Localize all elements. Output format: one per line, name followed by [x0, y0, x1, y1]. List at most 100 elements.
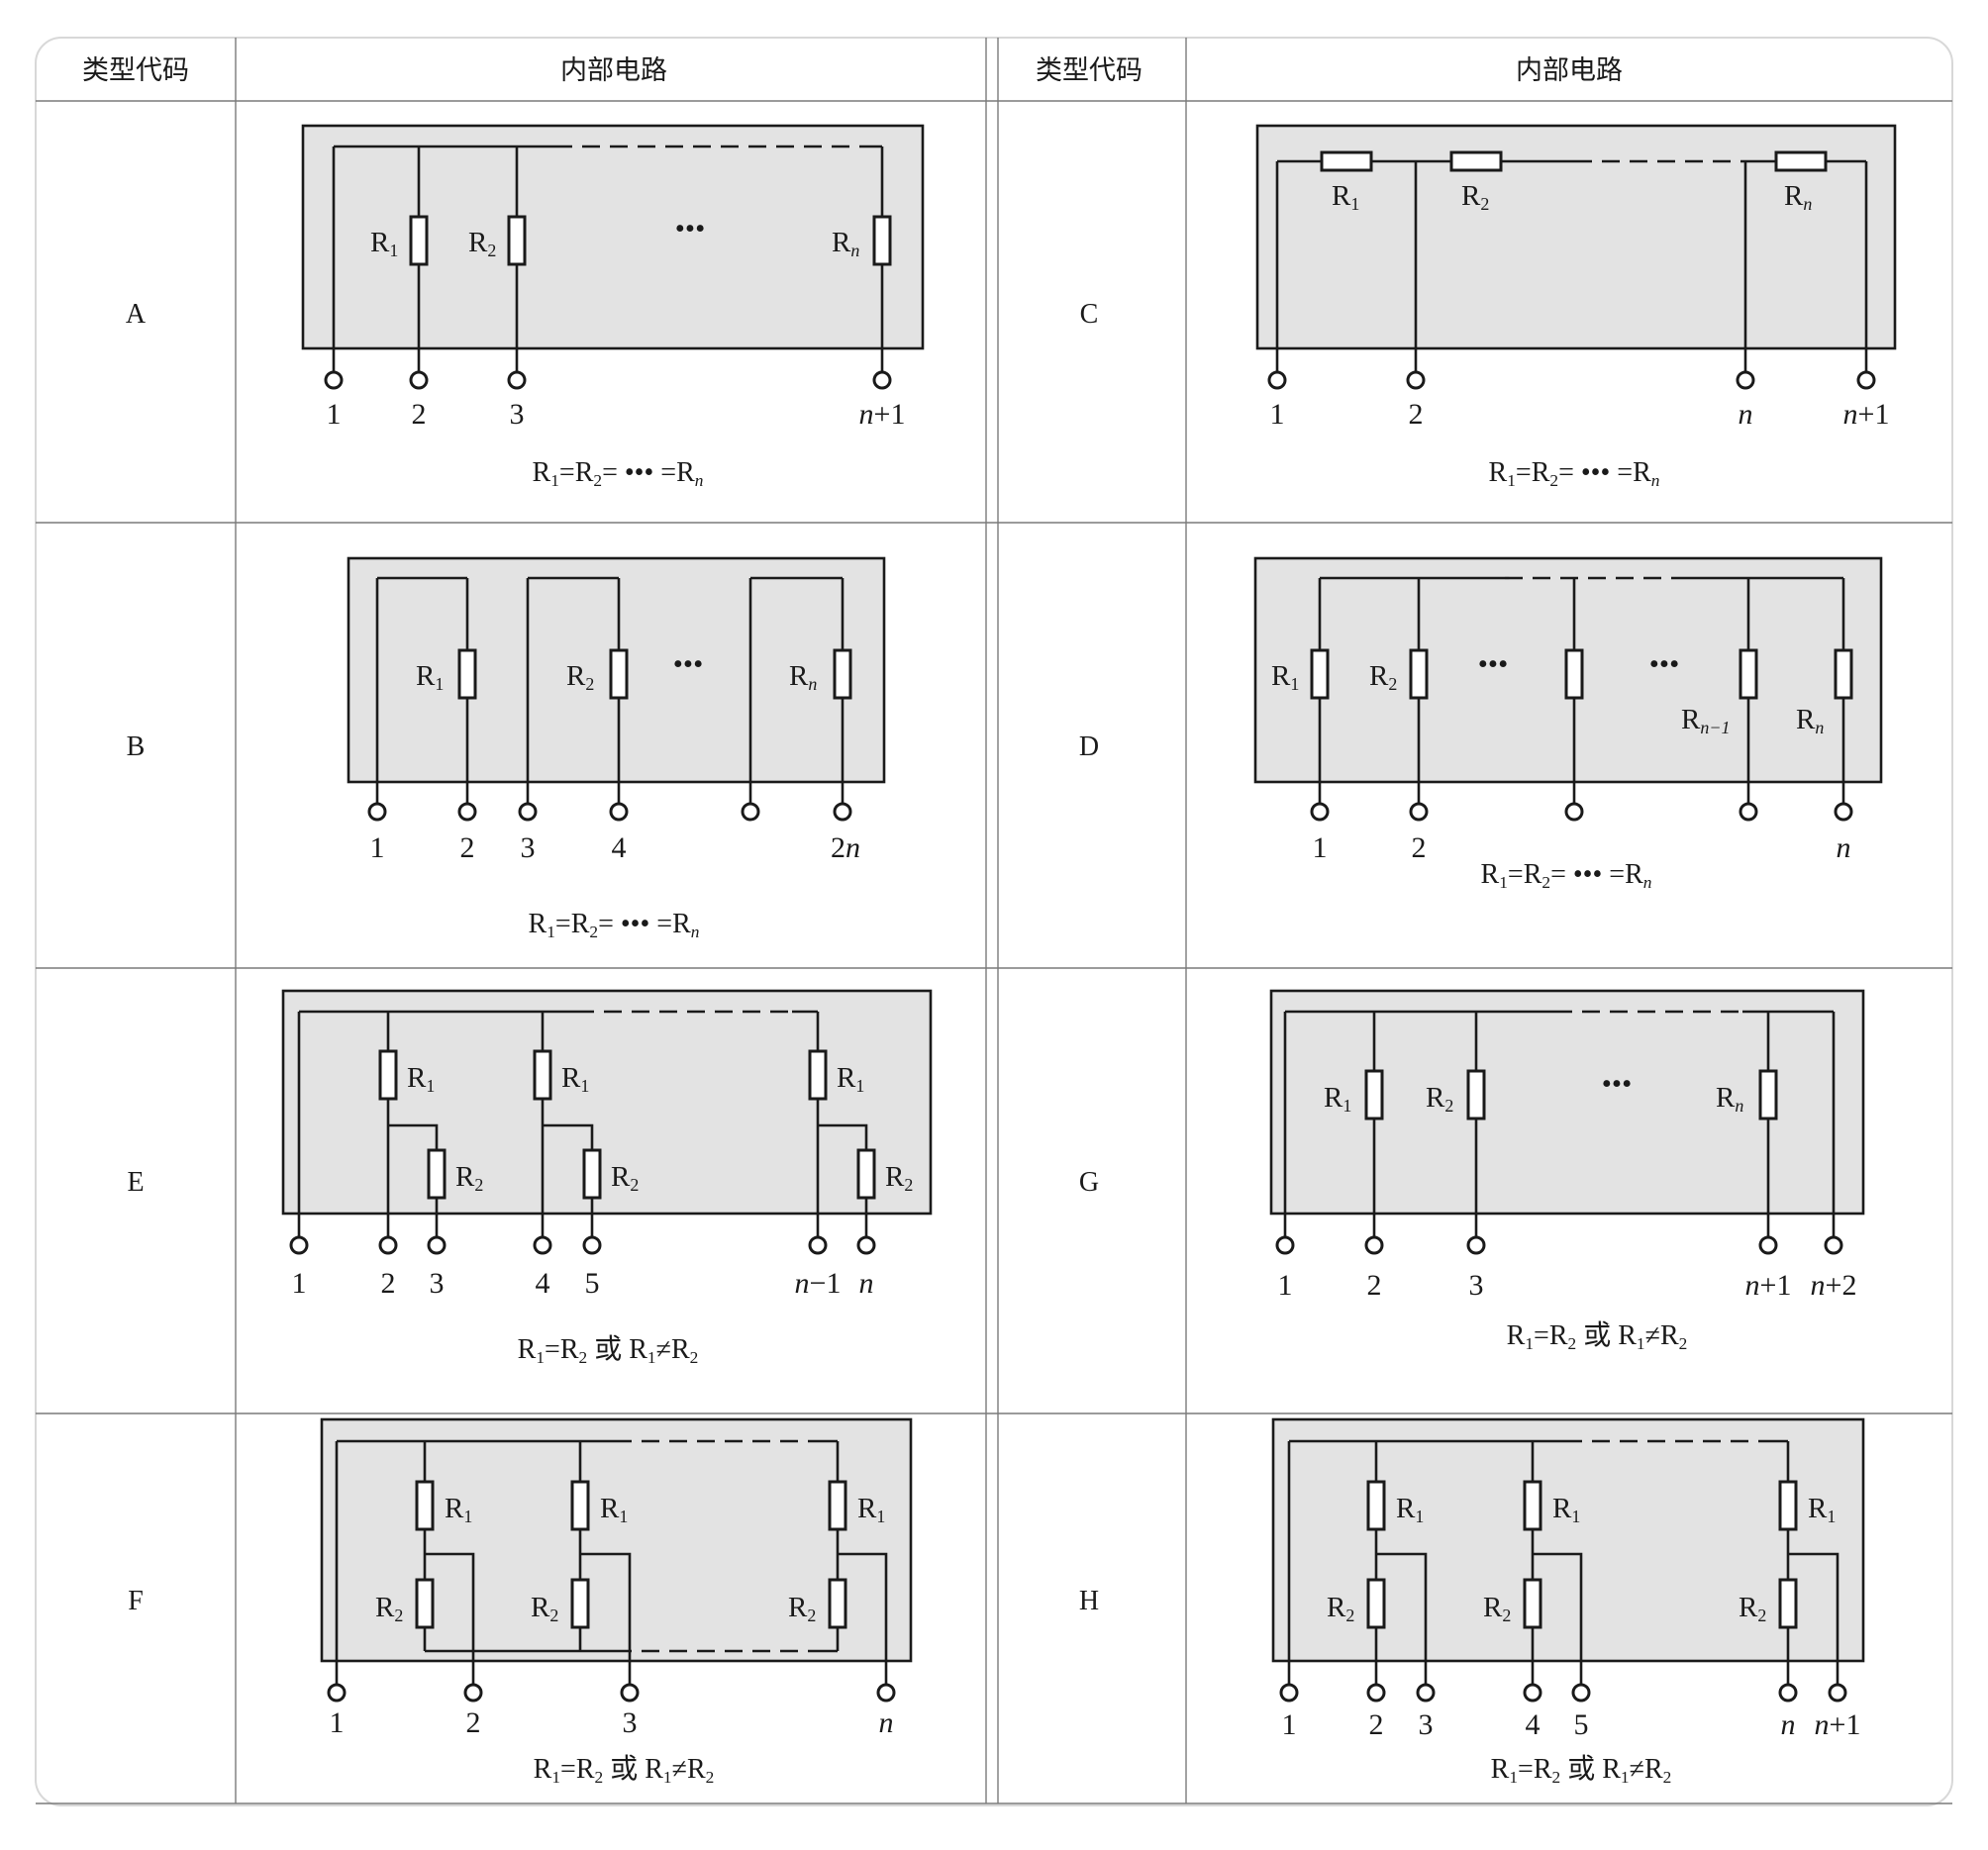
terminal-pin	[1267, 370, 1287, 390]
type-code-e: E	[127, 1167, 144, 1198]
package-box	[301, 124, 925, 350]
terminal-pin	[1824, 1235, 1843, 1255]
resistor-label: R1	[1324, 1082, 1351, 1116]
ellipsis: •••	[1649, 648, 1679, 680]
resistor-symbol	[1758, 1069, 1778, 1120]
equation-text: R1=R2 或 R1≠R2	[518, 1332, 699, 1367]
resistor-label: R2	[1327, 1592, 1354, 1625]
terminal-pin	[518, 802, 538, 822]
resistor-symbol	[1778, 1480, 1798, 1531]
terminal-number: 3	[430, 1267, 445, 1300]
wire	[580, 1552, 632, 1693]
resistor-symbol	[1739, 648, 1758, 700]
resistor-symbol	[828, 1578, 847, 1629]
terminal-number: 5	[585, 1267, 600, 1300]
terminal-number: 1	[330, 1706, 345, 1739]
resistor-label: R1	[445, 1493, 472, 1526]
resistor-symbol	[409, 215, 429, 266]
terminal-number: n	[1837, 831, 1851, 864]
resistor-symbol	[1774, 150, 1828, 172]
panel-a: R1 R2 Rn ••• 1 2 3 n+1 R1=R2= ••• =Rn	[301, 124, 925, 490]
resistor-label: R1	[370, 227, 398, 260]
wire	[818, 1123, 868, 1245]
equation-text: R1=R2= ••• =Rn	[1489, 457, 1660, 490]
type-code-f: F	[128, 1586, 144, 1616]
resistor-label: R2	[1369, 660, 1397, 694]
resistor-symbol	[1523, 1578, 1542, 1629]
resistor-symbol	[1466, 1069, 1486, 1120]
terminal-pin	[1364, 1235, 1384, 1255]
resistor-symbol	[1778, 1578, 1798, 1629]
terminal-number: 1	[1282, 1708, 1297, 1741]
terminal-pin	[289, 1235, 309, 1255]
table-header: 类型代码 内部电路 类型代码 内部电路	[82, 55, 1623, 86]
type-code-h: H	[1079, 1586, 1099, 1616]
panel-d: R1 R2••• •••Rn−1 Rn1 2 nR1=R2= ••• =Rn	[1253, 556, 1883, 892]
header-right-code: 类型代码	[1036, 55, 1143, 86]
package-box	[281, 989, 933, 1216]
terminal-pin	[1523, 1683, 1542, 1703]
resistor-label: R1	[1332, 180, 1359, 214]
terminal-number: 2	[381, 1267, 396, 1300]
resistor-symbol	[1364, 1069, 1384, 1120]
terminal-pin	[1828, 1683, 1847, 1703]
terminal-number: n	[859, 1267, 874, 1300]
ellipsis: •••	[675, 213, 705, 244]
table-grid	[36, 38, 1952, 1804]
ellipsis: •••	[1478, 648, 1508, 680]
resistor-label: R2	[885, 1161, 913, 1195]
ellipsis: •••	[673, 648, 703, 680]
terminal-number: n−1	[795, 1267, 842, 1300]
type-code-b: B	[127, 731, 146, 762]
resistor-symbol	[415, 1480, 435, 1531]
terminal-pin	[1366, 1683, 1386, 1703]
terminal-number: n+1	[1843, 398, 1890, 431]
wire	[838, 1552, 888, 1693]
terminal-number: 4	[1526, 1708, 1541, 1741]
terminal-number: 5	[1574, 1708, 1589, 1741]
resistor-symbol	[1366, 1480, 1386, 1531]
resistor-label: Rn	[832, 227, 859, 260]
terminal-pin	[876, 1683, 896, 1703]
package-box	[1271, 1417, 1865, 1663]
resistor-label: R1	[1552, 1493, 1580, 1526]
terminal-number: 1	[292, 1267, 307, 1300]
terminal-number: 2	[1367, 1269, 1382, 1302]
terminal-pin	[533, 1235, 552, 1255]
resistor-symbol	[1523, 1480, 1542, 1531]
resistor-symbol	[570, 1480, 590, 1531]
resistor-symbol	[1320, 150, 1373, 172]
resistor-label: Rn−1	[1681, 704, 1730, 737]
terminal-pin	[1834, 802, 1853, 822]
type-code-a: A	[126, 299, 147, 330]
terminal-pin	[1571, 1683, 1591, 1703]
terminal-pin	[327, 1683, 347, 1703]
resistor-label: Rn	[1796, 704, 1824, 737]
terminal-pin	[463, 1683, 483, 1703]
wire	[1533, 1552, 1583, 1693]
terminal-number: 1	[1278, 1269, 1293, 1302]
terminal-pin	[741, 802, 760, 822]
header-left-circuit: 内部电路	[560, 55, 667, 86]
resistor-symbol	[828, 1480, 847, 1531]
terminal-number: 1	[1313, 831, 1328, 864]
panel-e: R1 R2 R1 R2 R1 R2 1 2 3 4 5 n−1 n R1=R2 或 R1≠R2	[281, 989, 933, 1367]
header-left-code: 类型代码	[82, 55, 189, 86]
resistor-symbol	[1409, 648, 1429, 700]
terminal-number: 1	[370, 831, 385, 864]
terminal-pin	[324, 370, 344, 390]
terminal-number: 2	[1409, 398, 1424, 431]
terminal-number: 3	[623, 1706, 638, 1739]
terminal-number: 1	[327, 398, 342, 431]
terminal-number: 1	[1270, 398, 1285, 431]
resistor-label: R2	[468, 227, 496, 260]
terminal-number: 4	[612, 831, 627, 864]
terminal-number: n	[1739, 398, 1753, 431]
resistor-symbol	[833, 648, 852, 700]
wire	[388, 1123, 439, 1245]
wire	[425, 1552, 475, 1693]
resistor-symbol	[582, 1148, 602, 1200]
terminal-number: n+2	[1811, 1269, 1857, 1302]
